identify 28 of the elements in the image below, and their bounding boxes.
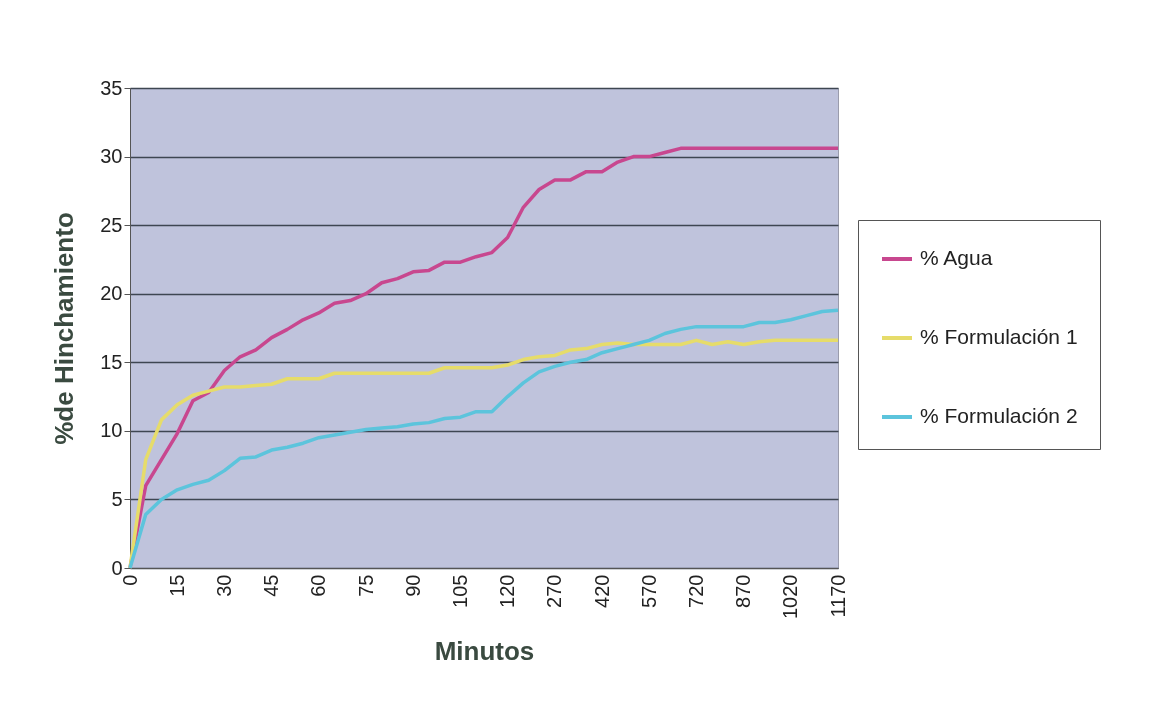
x-tick-label: 120 [496, 574, 519, 608]
legend-label: % Agua [920, 246, 993, 269]
y-tick-label: 15 [100, 350, 123, 373]
x-tick-label: 60 [307, 574, 330, 597]
y-tick-label: 35 [100, 76, 123, 99]
x-tick-label: 45 [260, 574, 283, 597]
y-tick-label: 25 [100, 213, 123, 236]
x-tick-label: 420 [590, 574, 613, 608]
x-tick-label: 570 [637, 574, 660, 608]
y-axis-title: %de Hinchamiento [49, 212, 80, 445]
y-tick-label: 5 [111, 487, 123, 510]
y-tick-label: 30 [100, 145, 123, 168]
legend-label: % Formulación 1 [920, 325, 1078, 348]
x-tick-label: 15 [165, 574, 188, 597]
x-axis-title: Minutos [434, 635, 535, 666]
legend-label: % Formulación 2 [920, 404, 1078, 427]
x-tick-label: 720 [684, 574, 707, 608]
y-tick-label: 10 [100, 419, 123, 442]
x-tick-label: 270 [543, 574, 566, 608]
x-tick-label: 1020 [779, 574, 802, 619]
y-tick-label: 20 [100, 282, 123, 305]
x-tick-label: 75 [354, 574, 377, 597]
x-tick-label: 870 [732, 574, 755, 608]
x-tick-label: 30 [212, 574, 235, 597]
x-tick-label: 90 [401, 574, 424, 597]
y-tick-label: 0 [111, 556, 123, 579]
x-tick-label: 105 [448, 574, 471, 608]
x-tick-label: 1170 [826, 574, 849, 618]
